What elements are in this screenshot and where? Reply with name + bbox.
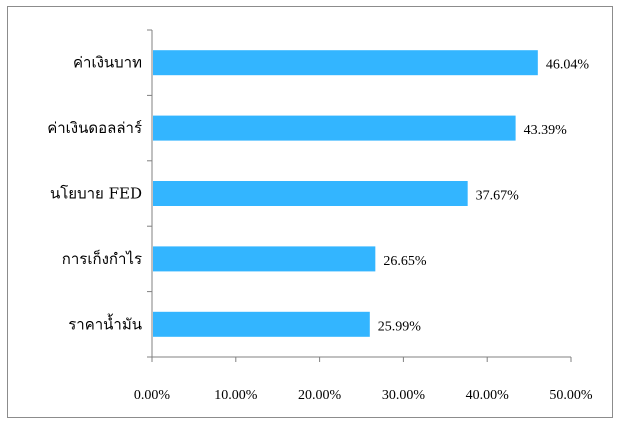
axes-group [147, 29, 572, 362]
bar-3 [153, 246, 376, 272]
labels-group: ค่าเงินบาท 46.04% ค่าเงินดอลล่าร์ 43.39% นโย… [47, 54, 593, 403]
x-tick-label-4: 40.00% [466, 388, 510, 403]
category-label-4: ราคาน้ำมัน [68, 313, 142, 333]
data-label-1: 43.39% [524, 123, 568, 138]
bar-4 [153, 311, 370, 337]
x-tick-label-0: 0.00% [134, 388, 171, 403]
data-label-3: 26.65% [383, 254, 427, 269]
x-tick-label-5: 50.00% [549, 388, 593, 403]
bar-1 [153, 115, 516, 141]
data-label-4: 25.99% [378, 319, 422, 334]
bar-0 [153, 50, 538, 76]
category-label-0: ค่าเงินบาท [73, 54, 142, 72]
category-label-1: ค่าเงินดอลล่าร์ [47, 119, 142, 137]
bar-2 [153, 181, 468, 206]
x-tick-label-2: 20.00% [298, 388, 342, 403]
category-label-2: นโยบาย FED [50, 185, 142, 203]
data-label-0: 46.04% [546, 58, 590, 73]
x-tick-label-3: 30.00% [382, 388, 426, 403]
bars-group [153, 50, 538, 337]
category-label-3: การเก็งกำไร [62, 249, 142, 268]
data-label-2: 37.67% [476, 189, 519, 204]
x-tick-label-1: 10.00% [214, 388, 258, 403]
